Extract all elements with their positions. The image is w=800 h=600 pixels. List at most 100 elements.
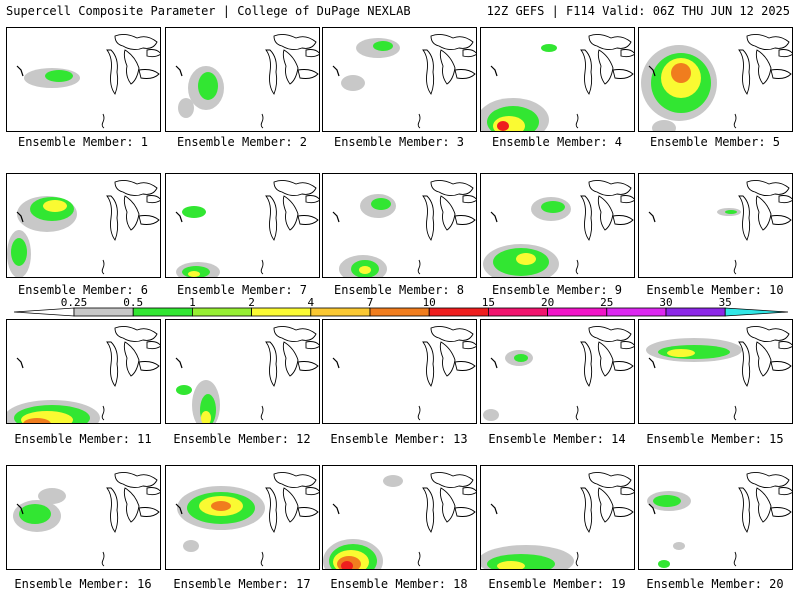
great-lakes-outline xyxy=(778,195,792,204)
map-canvas xyxy=(332,179,476,277)
great-lakes-outline xyxy=(770,507,792,517)
coastline-fragment xyxy=(16,65,24,77)
great-lakes-outline xyxy=(612,215,634,225)
great-lakes-outline xyxy=(454,507,476,517)
great-lakes-outline xyxy=(273,179,317,197)
legend-swatch xyxy=(369,307,430,317)
great-lakes-outline xyxy=(138,215,160,225)
great-lakes-outline xyxy=(265,341,278,387)
legend-swatch xyxy=(132,307,193,317)
legend-swatch xyxy=(191,307,252,317)
coastline-fragment xyxy=(490,65,498,77)
legend-tick-label: 4 xyxy=(307,296,314,309)
scp-contour-fill xyxy=(541,201,565,213)
great-lakes-outline xyxy=(462,195,476,204)
coastline-fragment xyxy=(175,65,183,77)
scp-contour-fill xyxy=(182,206,206,218)
great-lakes-outline xyxy=(282,487,299,523)
ensemble-member-label: Ensemble Member: 3 xyxy=(333,135,465,149)
map-canvas xyxy=(332,325,476,421)
great-lakes-outline xyxy=(462,49,476,58)
ensemble-map-panel xyxy=(322,319,477,424)
legend-swatch xyxy=(73,307,134,317)
map-canvas xyxy=(175,179,319,277)
map-canvas xyxy=(13,471,160,567)
ensemble-member-label: Ensemble Member: 14 xyxy=(488,432,626,446)
great-lakes-outline xyxy=(620,49,634,58)
legend-low-arrow xyxy=(13,307,75,317)
ensemble-map-panel xyxy=(322,27,477,132)
coastline-fragment xyxy=(332,503,340,515)
ensemble-member-label: Ensemble Member: 8 xyxy=(333,283,465,297)
coastline-fragment xyxy=(733,405,737,421)
great-lakes-outline xyxy=(738,341,751,387)
great-lakes-outline xyxy=(265,195,278,241)
legend-tick-label: 7 xyxy=(367,296,374,309)
legend-swatch xyxy=(665,307,726,317)
great-lakes-outline xyxy=(462,487,476,496)
great-lakes-outline xyxy=(439,341,456,377)
map-canvas xyxy=(483,179,634,277)
great-lakes-outline xyxy=(620,487,634,496)
legend-tick-label: 10 xyxy=(423,296,436,309)
great-lakes-outline xyxy=(282,49,299,85)
coastline-fragment xyxy=(175,211,183,223)
scp-contour-fill xyxy=(211,501,231,511)
map-canvas xyxy=(7,325,160,424)
great-lakes-outline xyxy=(146,341,160,350)
great-lakes-outline xyxy=(123,49,140,85)
great-lakes-outline xyxy=(138,361,160,371)
great-lakes-outline xyxy=(297,215,319,225)
great-lakes-outline xyxy=(597,195,614,231)
coastline-fragment xyxy=(733,113,737,129)
map-canvas xyxy=(332,33,476,129)
ensemble-member-label: Ensemble Member: 16 xyxy=(14,577,152,591)
coastline-fragment xyxy=(417,551,421,567)
great-lakes-outline xyxy=(770,361,792,371)
ensemble-member-label: Ensemble Member: 13 xyxy=(330,432,468,446)
scp-contour-fill xyxy=(188,271,200,277)
scp-contour-fill xyxy=(673,542,685,550)
map-canvas xyxy=(16,33,160,129)
scp-contour-fill xyxy=(383,475,403,487)
great-lakes-outline xyxy=(580,487,593,533)
legend-tick-label: 1 xyxy=(189,296,196,309)
ensemble-member-label: Ensemble Member: 15 xyxy=(646,432,784,446)
coastline-fragment xyxy=(332,357,340,369)
great-lakes-outline xyxy=(114,33,158,51)
ensemble-map-panel xyxy=(6,465,161,570)
great-lakes-outline xyxy=(454,69,476,79)
great-lakes-outline xyxy=(138,507,160,517)
scp-contour-fill xyxy=(11,238,27,266)
scp-contour-fill xyxy=(516,253,536,265)
coastline-fragment xyxy=(575,259,579,275)
coastline-fragment xyxy=(260,259,264,275)
great-lakes-outline xyxy=(580,195,593,241)
legend-swatch xyxy=(428,307,489,317)
ensemble-member-label: Ensemble Member: 19 xyxy=(488,577,626,591)
ensemble-map-panel xyxy=(638,173,793,278)
scp-contour-fill xyxy=(176,385,192,395)
great-lakes-outline xyxy=(778,487,792,496)
legend-tick-label: 15 xyxy=(482,296,495,309)
coastline-fragment xyxy=(101,551,105,567)
map-canvas xyxy=(648,179,792,275)
great-lakes-outline xyxy=(588,33,632,51)
great-lakes-outline xyxy=(612,69,634,79)
ensemble-member-label: Ensemble Member: 12 xyxy=(173,432,311,446)
map-canvas xyxy=(175,471,319,567)
ensemble-member-label: Ensemble Member: 2 xyxy=(176,135,308,149)
scp-contour-fill xyxy=(541,44,557,52)
great-lakes-outline xyxy=(305,487,319,496)
great-lakes-outline xyxy=(770,69,792,79)
map-title: Supercell Composite Parameter | College … xyxy=(6,4,411,18)
great-lakes-outline xyxy=(282,341,299,377)
great-lakes-outline xyxy=(588,325,632,343)
scp-contour-fill xyxy=(359,266,371,274)
coastline-fragment xyxy=(648,357,656,369)
great-lakes-outline xyxy=(738,487,751,533)
legend-swatch xyxy=(547,307,608,317)
great-lakes-outline xyxy=(422,487,435,533)
scp-contour-fill xyxy=(23,423,35,424)
coastline-fragment xyxy=(260,551,264,567)
